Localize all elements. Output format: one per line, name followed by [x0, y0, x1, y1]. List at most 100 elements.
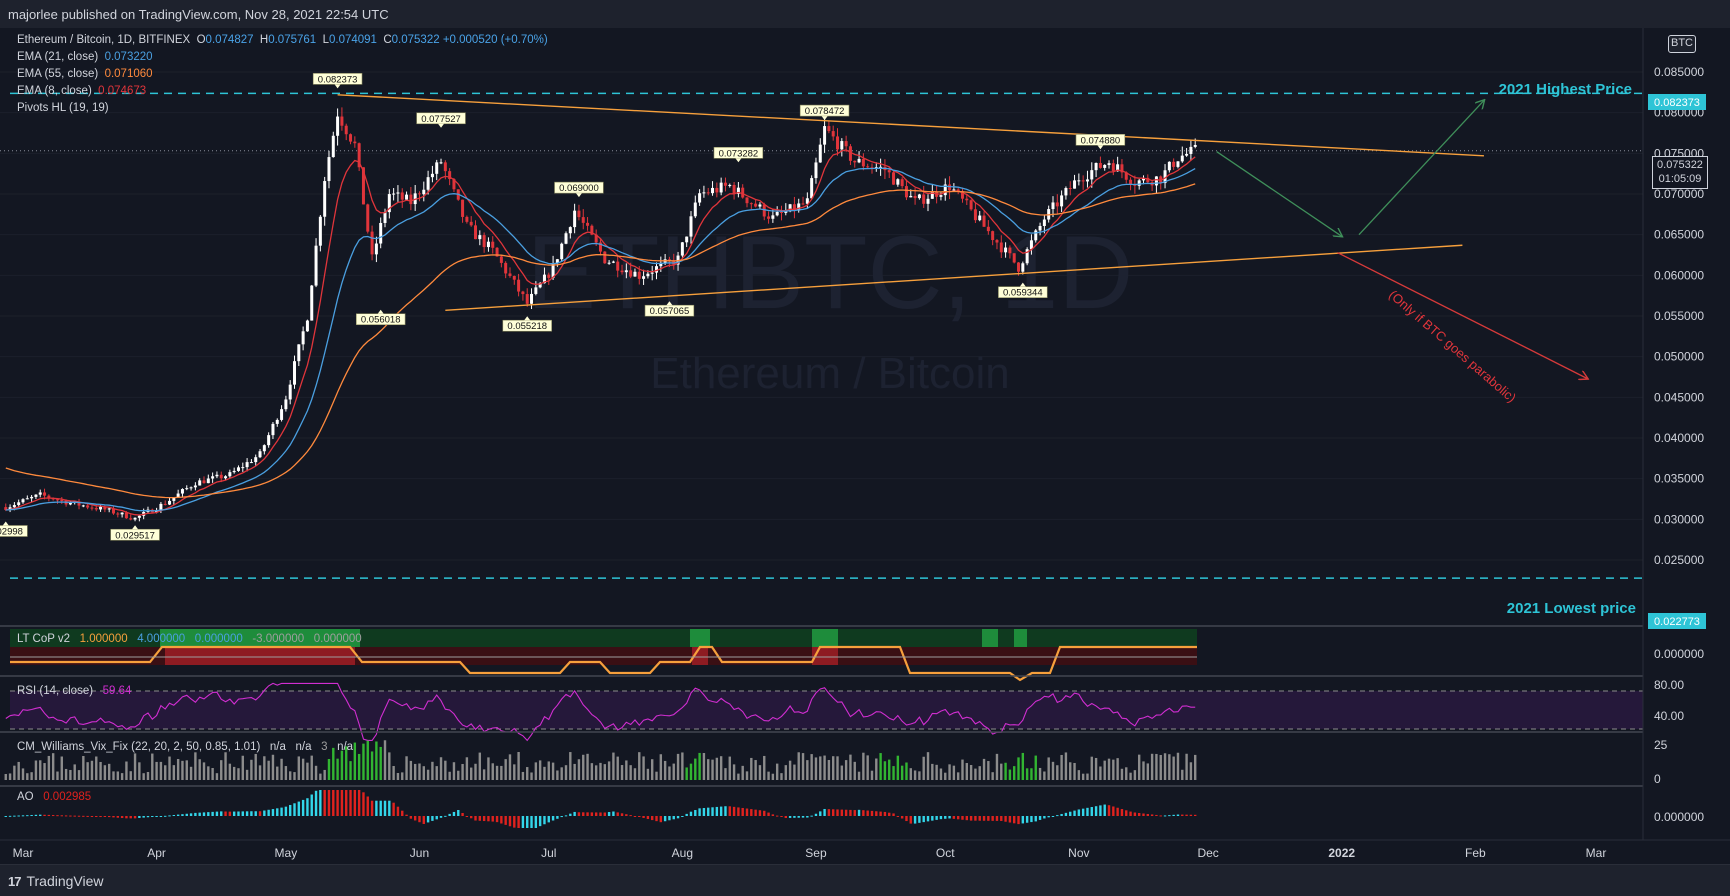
ao-name[interactable]: AO — [17, 791, 34, 803]
ao-bar — [146, 816, 150, 818]
price-tick: 0.025000 — [1654, 553, 1704, 567]
ao-bar — [418, 816, 421, 823]
ema55-label[interactable]: EMA (55, close) — [17, 68, 99, 80]
ao-bar — [534, 816, 538, 828]
candle-body — [1098, 162, 1102, 168]
vix-bar — [590, 763, 594, 780]
candle-body — [913, 195, 917, 199]
ao-bar — [965, 816, 968, 821]
vix-bar — [844, 760, 848, 780]
vix-bar — [862, 752, 865, 780]
low-value: 0.074091 — [328, 34, 377, 46]
ltcop-v1: 1.000000 — [79, 633, 128, 645]
ao-bar — [237, 811, 240, 816]
ao-bar — [60, 815, 63, 817]
candle-body — [689, 216, 693, 237]
vix-bar — [142, 773, 145, 780]
vix-bar — [474, 763, 477, 780]
candle-body — [762, 204, 766, 217]
vix-bar — [245, 769, 249, 780]
ao-bar — [1004, 816, 1007, 822]
ao-bar — [1000, 816, 1003, 821]
vix-bar — [1043, 771, 1046, 780]
candle-body — [999, 242, 1003, 253]
vix-bar — [207, 766, 210, 780]
candle-body — [581, 217, 585, 223]
candle-body — [202, 480, 206, 484]
pivot-label: 0.073282 — [719, 148, 759, 159]
candle-body — [43, 492, 47, 496]
candle-body — [1176, 161, 1180, 167]
last-price: 0.075322 — [1657, 159, 1703, 171]
currency-badge[interactable]: BTC — [1668, 35, 1696, 53]
ema21-label[interactable]: EMA (21, close) — [17, 51, 99, 63]
candle-body — [77, 501, 81, 506]
vix-bar — [491, 763, 494, 780]
ema8-label[interactable]: EMA (8, close) — [17, 85, 92, 97]
candle-body — [254, 457, 258, 463]
vix-bar — [521, 771, 525, 780]
candle-body — [232, 470, 236, 473]
candle-body — [1189, 146, 1193, 154]
ao-bar — [918, 816, 921, 823]
rsi-name[interactable]: RSI (14, close) — [17, 685, 94, 697]
pivot-label: 0.069000 — [559, 183, 599, 194]
vix-bar — [107, 763, 111, 780]
highest-price-label: 2021 Highest Price — [1499, 81, 1632, 98]
vix-bar — [125, 761, 128, 780]
ao-bar — [95, 816, 98, 817]
vix-bar — [810, 754, 813, 780]
ltcop-name[interactable]: LT CoP v2 — [17, 633, 71, 645]
candle-body — [383, 212, 387, 223]
candle-body — [879, 166, 883, 168]
ao-bar — [323, 790, 326, 816]
vix-bar — [875, 758, 878, 780]
pivot-label-pointer — [334, 84, 341, 89]
ao-bar — [452, 811, 456, 816]
ltcop-signal — [812, 629, 838, 647]
ao-bar — [388, 800, 391, 816]
ao-bar — [1107, 805, 1111, 816]
vix-bar — [1051, 761, 1055, 780]
candle-body — [939, 195, 943, 197]
highest-badge-bg — [1648, 94, 1706, 110]
vix-bar — [892, 766, 895, 780]
pivot-label: 0.029517 — [115, 530, 155, 541]
vix-bar — [332, 747, 335, 780]
ao-bar — [491, 816, 494, 822]
candle-body — [1137, 180, 1141, 186]
vix-bar — [435, 766, 438, 780]
vix-bar — [349, 761, 352, 780]
ao-bar — [875, 811, 878, 816]
ao-bar — [405, 814, 408, 816]
pivots-label[interactable]: Pivots HL (19, 19) — [17, 102, 109, 114]
ao-bar — [17, 815, 20, 817]
vix-bar — [987, 761, 990, 780]
ao-bar — [26, 815, 29, 817]
ao-bar — [814, 813, 818, 816]
vix-bar — [582, 754, 585, 780]
vix-bar — [1181, 769, 1184, 780]
candle-body — [1068, 188, 1072, 190]
ao-bar — [788, 816, 792, 818]
tradingview-brand[interactable]: 17 TradingView — [8, 873, 104, 889]
ltcop-axis-label: 0.000000 — [1654, 647, 1704, 661]
ao-bar — [849, 809, 852, 816]
vix-name[interactable]: CM_Williams_Vix_Fix (22, 20, 2, 50, 0.85… — [17, 741, 261, 753]
ema55-line — [5, 183, 1196, 499]
ao-bar — [375, 800, 378, 816]
ao-bar — [288, 804, 292, 816]
candle-body — [495, 247, 499, 257]
ao-bar — [638, 816, 641, 817]
price-chart[interactable]: ETHBTC, 1D Ethereum / Bitcoin 0.029980.0… — [0, 28, 1730, 864]
candle-body — [1008, 247, 1012, 254]
ao-bar — [301, 799, 305, 816]
ao-bar — [142, 816, 145, 818]
vix-bar — [51, 753, 55, 780]
ao-bar — [1051, 816, 1055, 817]
vix-bar — [211, 768, 214, 780]
vix-bar — [948, 764, 951, 780]
symbol-title[interactable]: Ethereum / Bitcoin, 1D, BITFINEX — [17, 34, 191, 46]
vix-bar — [409, 760, 413, 780]
vix-bar — [784, 765, 787, 780]
